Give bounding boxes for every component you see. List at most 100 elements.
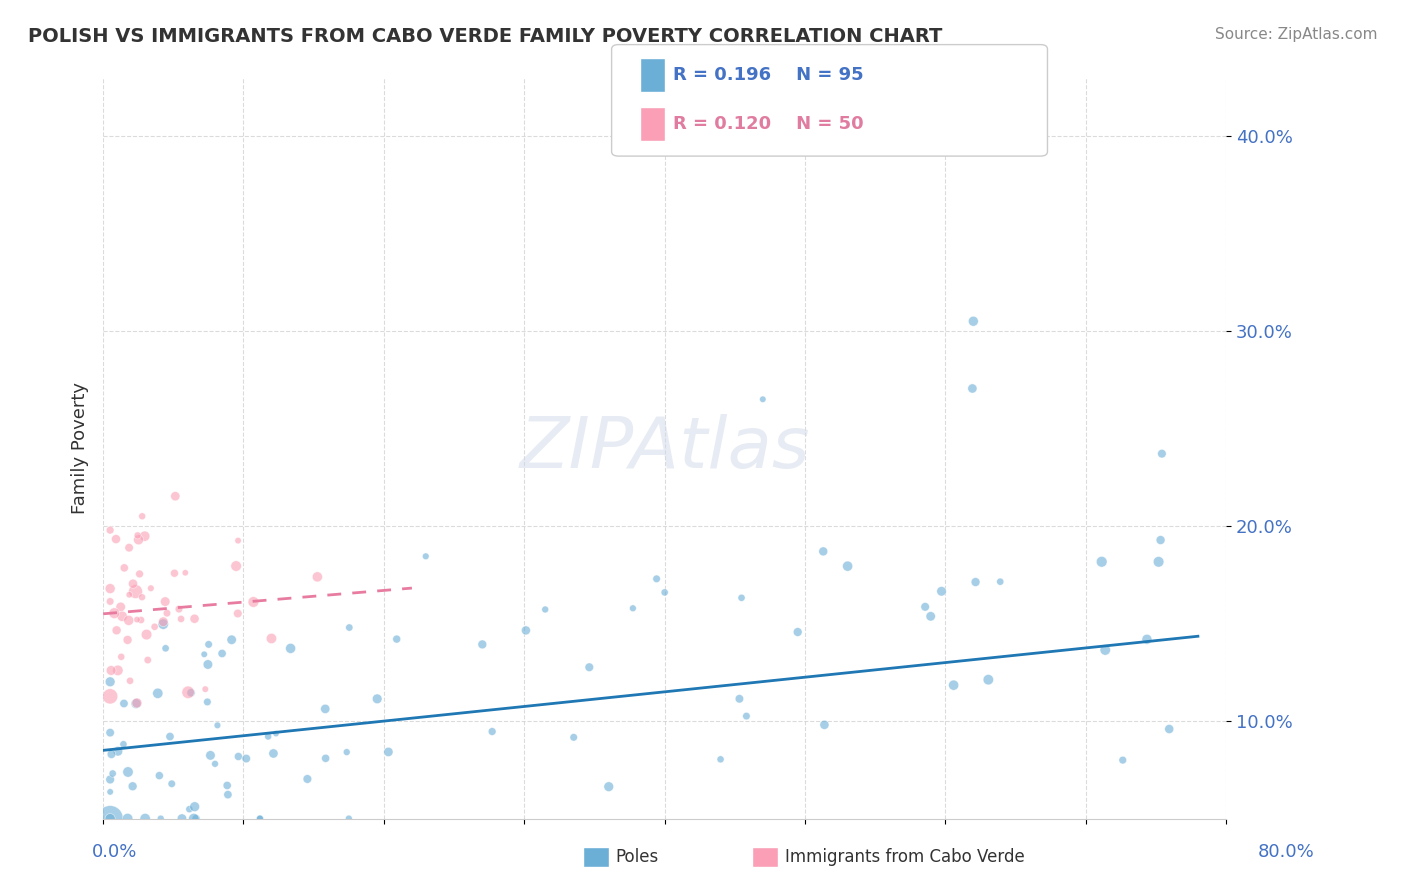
Point [709, 752, 731, 766]
Point [131, 590, 153, 604]
Point [117, 764, 139, 779]
Point [314, 702, 336, 716]
Point [204, 756, 226, 771]
Point [155, 641, 177, 656]
Point [217, 779, 239, 793]
Point [249, 812, 271, 826]
Point [337, 621, 360, 635]
Point [977, 673, 1000, 687]
Point [118, 541, 141, 555]
Point [197, 657, 219, 672]
Point [1150, 447, 1173, 461]
Point [377, 745, 399, 759]
Point [98, 582, 121, 596]
Point [111, 609, 134, 624]
Point [103, 606, 125, 620]
Point [100, 664, 122, 678]
Point [621, 601, 644, 615]
Point [183, 799, 205, 814]
Text: Poles: Poles [616, 848, 659, 866]
Text: ZIPAtlas: ZIPAtlas [519, 414, 810, 483]
Point [645, 572, 668, 586]
Point [98, 674, 121, 689]
Point [121, 779, 143, 793]
Point [1147, 555, 1170, 569]
Point [98, 812, 121, 826]
Point [654, 585, 676, 599]
Point [962, 119, 984, 133]
Point [125, 697, 148, 711]
Point [221, 632, 243, 647]
Point [134, 529, 156, 543]
Point [249, 812, 271, 826]
Point [207, 718, 229, 732]
Point [735, 709, 758, 723]
Text: 80.0%: 80.0% [1258, 843, 1315, 861]
Point [122, 576, 145, 591]
Point [280, 641, 302, 656]
Point [336, 745, 359, 759]
Point [730, 591, 752, 605]
Point [942, 678, 965, 692]
Point [385, 632, 408, 646]
Y-axis label: Family Poverty: Family Poverty [72, 382, 89, 514]
Point [98, 523, 121, 537]
Point [562, 731, 585, 745]
Point [170, 612, 193, 626]
Point [129, 613, 152, 627]
Point [101, 766, 124, 780]
Text: R = 0.120    N = 50: R = 0.120 N = 50 [673, 115, 865, 134]
Point [143, 620, 166, 634]
Point [180, 686, 202, 700]
Point [98, 594, 121, 608]
Point [112, 737, 135, 751]
Point [128, 566, 150, 581]
Point [159, 730, 181, 744]
Point [534, 602, 557, 616]
Text: Immigrants from Cabo Verde: Immigrants from Cabo Verde [785, 848, 1025, 866]
Point [242, 595, 264, 609]
Point [752, 392, 775, 407]
Point [197, 637, 219, 651]
Point [149, 812, 172, 826]
Point [136, 653, 159, 667]
Point [117, 812, 139, 826]
Point [183, 612, 205, 626]
Point [107, 744, 129, 758]
Point [1091, 555, 1114, 569]
Point [195, 695, 218, 709]
Point [152, 615, 174, 629]
Text: 0.0%: 0.0% [91, 843, 136, 861]
Point [914, 599, 936, 614]
Point [112, 561, 135, 575]
Point [165, 489, 187, 503]
Point [1094, 643, 1116, 657]
Point [183, 812, 205, 826]
Point [125, 613, 148, 627]
Point [118, 673, 141, 688]
Point [226, 533, 249, 548]
Point [118, 613, 141, 627]
Text: R = 0.196    N = 95: R = 0.196 N = 95 [673, 66, 865, 84]
Point [98, 785, 121, 799]
Point [931, 584, 953, 599]
Point [184, 812, 207, 826]
Point [578, 660, 600, 674]
Point [127, 528, 149, 542]
Point [167, 602, 190, 616]
Point [163, 566, 186, 581]
Point [1112, 753, 1135, 767]
Point [200, 748, 222, 763]
Point [315, 751, 337, 765]
Point [156, 606, 179, 620]
Point [124, 584, 146, 599]
Point [228, 749, 250, 764]
Point [179, 802, 201, 816]
Point [471, 637, 494, 651]
Point [1149, 533, 1171, 547]
Point [813, 544, 835, 558]
Point [134, 812, 156, 826]
Point [786, 625, 808, 640]
Point [194, 682, 217, 697]
Point [962, 314, 984, 328]
